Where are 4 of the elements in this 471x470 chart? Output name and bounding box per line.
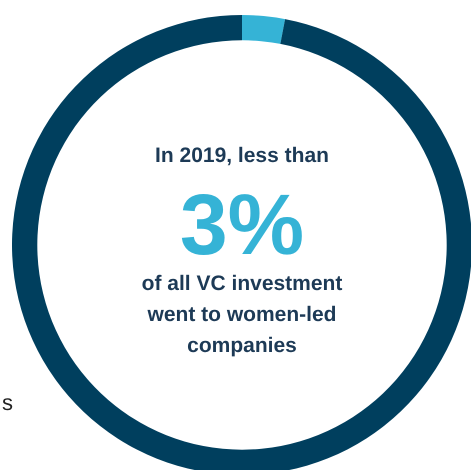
text: of all VC investment went to women-led companies bbox=[140, 271, 344, 359]
data-label: 3% bbox=[178, 177, 306, 273]
text: In 2019, less than bbox=[154, 144, 330, 168]
text: s bbox=[2, 390, 13, 416]
